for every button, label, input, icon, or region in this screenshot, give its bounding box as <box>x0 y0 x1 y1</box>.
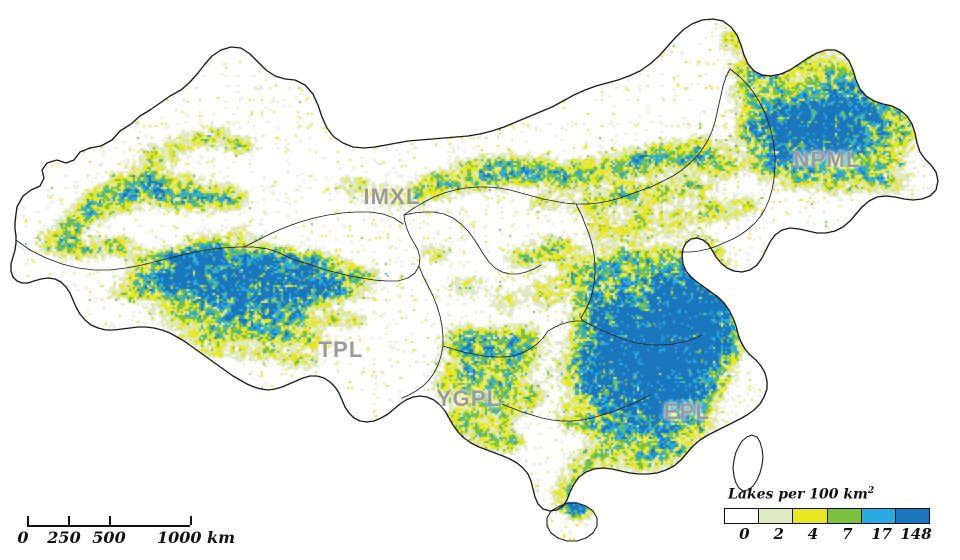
legend-title: Lakes per 100 km2 <box>728 486 944 503</box>
province-border-10 <box>680 241 727 253</box>
map-legend: Lakes per 100 km2 0 2 4 7 17 148 <box>724 486 944 545</box>
province-border-12 <box>501 394 651 422</box>
legend-tick-17: 17 <box>871 524 893 543</box>
scale-tick-250 <box>67 516 70 525</box>
taiwan-outline <box>732 434 764 492</box>
province-border-0 <box>15 239 291 271</box>
scale-bar-line <box>27 514 192 527</box>
region-label-tpl: TPL <box>318 337 364 362</box>
hainan-outline <box>546 502 598 542</box>
province-border-6 <box>547 320 584 332</box>
scale-label-500: 500 <box>92 528 126 547</box>
scale-bar-labels: 0 250 500 1000 km <box>17 528 235 548</box>
legend-title-text: Lakes per 100 km <box>728 486 868 503</box>
region-label-imxl: IMXL <box>363 184 421 209</box>
province-border-9 <box>725 68 776 243</box>
province-border-4 <box>401 265 444 399</box>
china-national-border <box>10 18 939 512</box>
legend-tick-7: 7 <box>842 524 853 543</box>
scale-bar: 0 250 500 1000 km <box>17 514 235 548</box>
legend-tick-148: 148 <box>900 524 932 543</box>
legend-swatch-2 <box>793 508 828 523</box>
legend-tick-labels: 0 2 4 7 17 148 <box>724 524 932 545</box>
legend-swatch-5 <box>895 508 930 523</box>
legend-tick-2: 2 <box>773 524 784 543</box>
legend-swatch-0 <box>725 508 760 523</box>
region-label-epl: EPL <box>663 399 711 424</box>
region-label-ygpl: YGPL <box>436 386 502 411</box>
scale-label-0: 0 <box>17 528 29 547</box>
scale-tick-0 <box>27 516 29 525</box>
legend-swatch-3 <box>827 508 862 523</box>
province-border-11 <box>582 320 703 346</box>
legend-color-swatches <box>724 507 930 524</box>
province-border-7 <box>403 68 731 216</box>
legend-title-superscript: 2 <box>867 486 875 496</box>
province-border-2 <box>289 214 421 282</box>
legend-tick-4: 4 <box>807 524 819 543</box>
province-border-3 <box>403 211 542 275</box>
scale-label-1000: 1000 km <box>156 528 236 547</box>
scale-tick-1000 <box>190 516 192 525</box>
scale-label-250: 250 <box>47 528 81 547</box>
scale-tick-500 <box>108 516 111 525</box>
province-border-5 <box>442 330 549 358</box>
region-label-npml: NPML <box>793 147 861 172</box>
legend-swatch-1 <box>759 508 794 523</box>
province-border-1 <box>243 211 404 248</box>
legend-swatch-4 <box>861 508 896 523</box>
province-border-8 <box>575 203 596 322</box>
legend-tick-0: 0 <box>739 524 750 543</box>
